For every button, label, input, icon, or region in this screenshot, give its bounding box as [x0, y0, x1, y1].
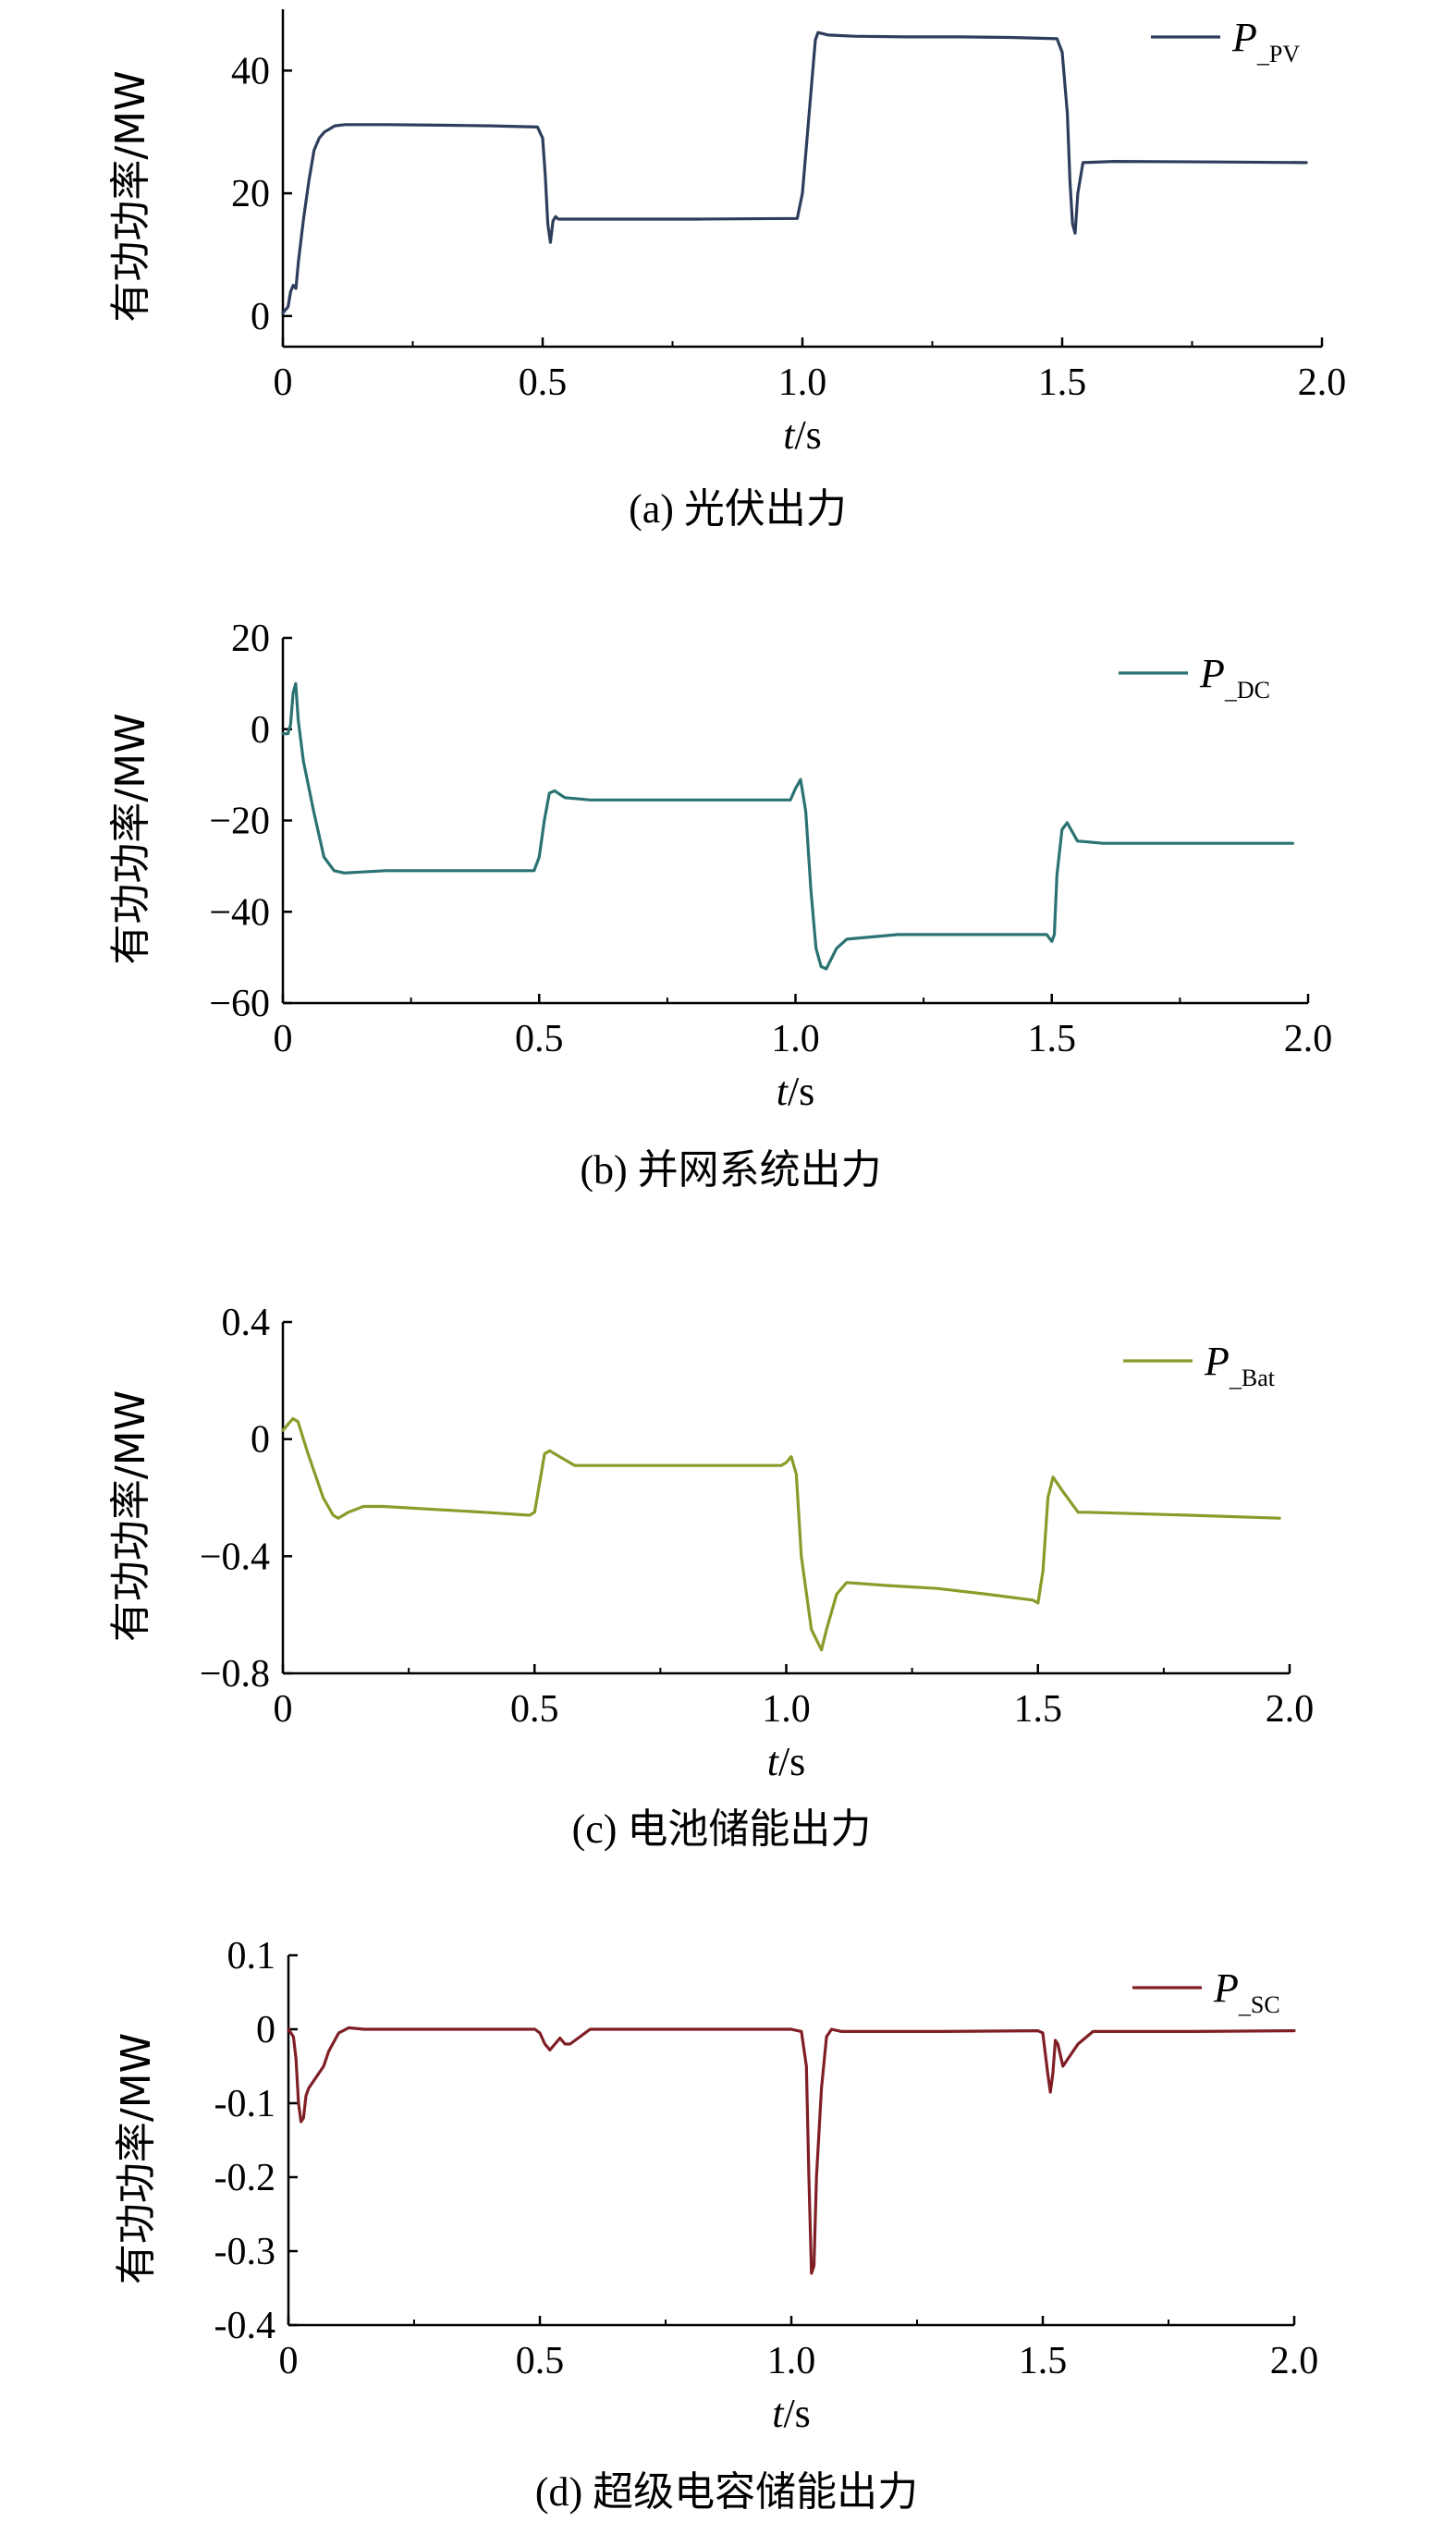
x-tick-label: 1.0 — [771, 1018, 820, 1060]
legend-label-main: P — [1231, 15, 1257, 60]
x-tick-label: 2.0 — [1266, 1688, 1315, 1731]
y-tick-label: 0 — [256, 2009, 275, 2051]
y-tick-label: −40 — [209, 891, 270, 934]
x-axis-variable: t — [767, 1739, 780, 1784]
y-tick-label: −20 — [209, 801, 270, 843]
y-tick-label: 0 — [251, 709, 270, 752]
panel-caption: (a) 光伏出力 — [629, 486, 847, 532]
legend-label: P_Bat — [1204, 1339, 1276, 1391]
x-axis-label: t/s — [772, 2391, 811, 2436]
y-tick-label: 20 — [231, 173, 270, 215]
x-tick-label: 0.5 — [510, 1688, 559, 1731]
y-tick-label: -0.3 — [214, 2231, 276, 2273]
x-axis-label: t/s — [767, 1739, 806, 1784]
panel-caption: (b) 并网系统出力 — [580, 1147, 881, 1193]
x-tick-label: 0 — [274, 1688, 293, 1731]
x-axis-unit: /s — [783, 2391, 810, 2436]
chart-panel-2: 0 0.5 1.0 1.5 2.0 20 0 −20 −40 −60 有功功率/MW t/s P_DC (… — [107, 618, 1332, 1193]
y-tick-label: -0.4 — [214, 2305, 276, 2347]
x-tick-label: 0.5 — [515, 1018, 564, 1060]
y-tick-label: 0 — [251, 1419, 270, 1462]
x-tick-label: 0 — [274, 361, 293, 404]
legend: P_Bat — [1123, 1339, 1276, 1391]
legend: P_SC — [1132, 1965, 1280, 2018]
y-tick-label: −60 — [209, 983, 270, 1025]
y-axis-label: 有功功率/MW — [107, 70, 154, 322]
x-tick-label: 0.5 — [519, 361, 568, 404]
x-axis-unit: /s — [788, 1069, 814, 1114]
x-tick-label: 1.0 — [762, 1688, 811, 1731]
x-axis-unit: /s — [778, 1739, 805, 1784]
y-tick-label: 0.4 — [222, 1302, 271, 1344]
x-tick-label: 2.0 — [1270, 2340, 1319, 2382]
y-axis-label: 有功功率/MW — [113, 2033, 160, 2284]
x-tick-label: 1.0 — [767, 2340, 816, 2382]
legend: P_DC — [1119, 651, 1270, 704]
x-tick-label: 1.0 — [778, 361, 827, 404]
y-tick-label: −0.8 — [200, 1653, 270, 1696]
legend-label-main: P — [1204, 1339, 1230, 1384]
legend-label-sub: _SC — [1238, 1991, 1280, 2018]
x-axis-unit: /s — [794, 412, 821, 458]
x-tick-label: 0 — [274, 1018, 293, 1060]
y-tick-label: -0.1 — [214, 2083, 276, 2125]
x-tick-label: 2.0 — [1298, 361, 1347, 404]
panel-caption: (d) 超级电容储能出力 — [535, 2469, 918, 2515]
legend-label-sub: _DC — [1224, 677, 1270, 704]
x-axis-label: t/s — [783, 412, 822, 458]
x-tick-label: 1.5 — [1014, 1688, 1063, 1731]
chart-panel-3: 0 0.5 1.0 1.5 2.0 0.4 0 −0.4 −0.8 有功功率/MW t/s P_Bat… — [107, 1302, 1314, 1852]
panel-caption: (c) 电池储能出力 — [572, 1806, 872, 1852]
series-line-3-1 — [281, 1416, 1281, 1652]
y-tick-label: -0.2 — [214, 2157, 276, 2199]
y-axis-label: 有功功率/MW — [107, 1390, 154, 1642]
series-line-2-1 — [281, 681, 1295, 971]
x-tick-label: 1.5 — [1028, 1018, 1077, 1060]
x-tick-label: 0.5 — [516, 2340, 565, 2382]
y-tick-label: 40 — [231, 50, 270, 92]
x-tick-label: 1.5 — [1038, 361, 1087, 404]
y-tick-label: 0 — [251, 296, 270, 338]
y-tick-label: 0.1 — [227, 1935, 276, 1977]
series-line-4-1 — [287, 2026, 1296, 2275]
series-line-1-1 — [281, 31, 1308, 315]
legend-label: P_DC — [1199, 651, 1270, 704]
x-axis-variable: t — [777, 1069, 789, 1114]
x-axis-variable: t — [772, 2391, 785, 2436]
x-tick-label: 2.0 — [1284, 1018, 1333, 1060]
chart-panel-4: 0 0.5 1.0 1.5 2.0 0.1 0 -0.1 -0.2 -0.3 -0.4 有功功率/MW… — [113, 1935, 1318, 2515]
x-axis-label: t/s — [777, 1069, 815, 1114]
y-tick-label: 20 — [231, 618, 270, 660]
legend: P_PV — [1151, 15, 1300, 67]
legend-label-sub: _Bat — [1229, 1365, 1276, 1391]
legend-label-main: P — [1199, 651, 1225, 696]
x-axis-variable: t — [783, 412, 796, 458]
y-axis-label: 有功功率/MW — [107, 713, 154, 964]
legend-label-main: P — [1213, 1965, 1239, 2011]
legend-label: P_SC — [1213, 1965, 1280, 2018]
chart-panel-1: 0 0.5 1.0 1.5 2.0 0 20 40 有功功率/MW t/s P_PV (a) 光伏出力 — [107, 9, 1346, 532]
legend-label-sub: _PV — [1256, 41, 1300, 67]
x-tick-label: 1.5 — [1019, 2340, 1068, 2382]
legend-label: P_PV — [1231, 15, 1300, 67]
y-tick-label: −0.4 — [200, 1536, 270, 1578]
x-tick-label: 0 — [279, 2340, 299, 2382]
